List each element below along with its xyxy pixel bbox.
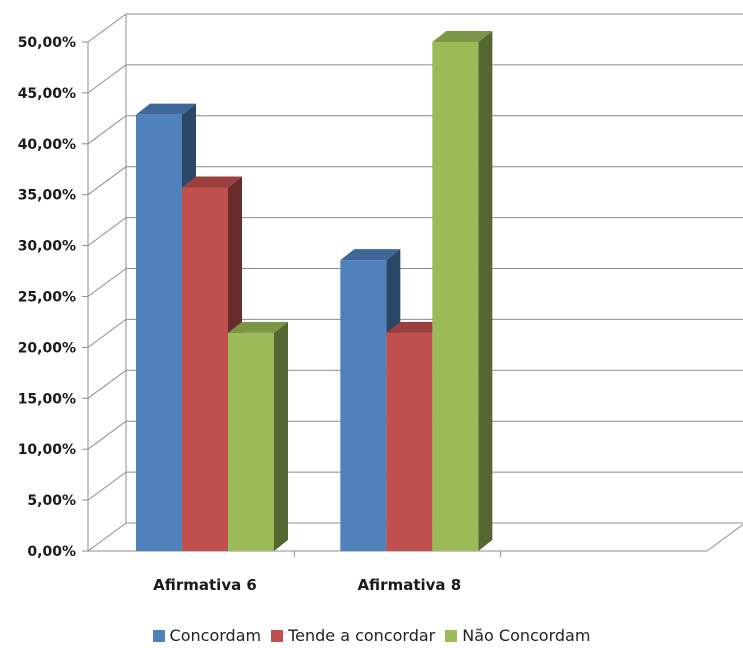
gridline-side xyxy=(87,13,127,43)
category-label: Afirmativa 6 xyxy=(153,576,257,594)
bar-front xyxy=(432,42,479,551)
gridline-side xyxy=(87,64,127,94)
bar-side xyxy=(274,321,288,551)
bar-top xyxy=(136,103,196,115)
bar xyxy=(432,31,493,551)
gridline-side xyxy=(87,217,127,247)
gridline-side xyxy=(87,268,127,297)
y-tick-label: 25,00% xyxy=(18,290,76,306)
legend-swatch xyxy=(152,630,165,642)
bar-front xyxy=(386,332,433,551)
gridline-side xyxy=(87,166,127,196)
gridline-side xyxy=(87,522,127,552)
bar-front xyxy=(136,114,182,551)
bar-side xyxy=(478,31,493,551)
legend-item: Tende a concordar xyxy=(271,626,435,645)
y-tick-label: 15,00% xyxy=(18,391,76,407)
y-tick-label: 40,00% xyxy=(18,137,76,153)
bar-front xyxy=(340,260,387,551)
gridline-side xyxy=(87,318,127,348)
y-tick-label: 20,00% xyxy=(18,340,76,356)
bar-top xyxy=(386,321,447,333)
bar-front xyxy=(228,332,274,551)
y-axis-tick-labels: 0,00% 5,00% 10,00% 15,00% 20,00% 25,00% 30,00%… xyxy=(18,35,76,560)
legend-item: Concordam xyxy=(152,626,262,645)
legend-label: Tende a concordar xyxy=(288,626,436,645)
legend-item: Não Concordam xyxy=(445,626,590,645)
legend-swatch xyxy=(271,630,284,642)
floor-right-edge xyxy=(706,523,743,552)
gridline-side xyxy=(87,115,127,145)
y-tick-label: 0,00% xyxy=(27,544,76,560)
y-tick-label: 35,00% xyxy=(18,188,76,204)
bar-top xyxy=(228,321,288,333)
bar xyxy=(228,321,288,551)
y-tick-label: 5,00% xyxy=(27,493,76,509)
gridline-side xyxy=(87,369,127,399)
legend-label: Concordam xyxy=(169,626,262,645)
y-tick-label: 10,00% xyxy=(18,442,76,458)
bar-top xyxy=(340,249,401,261)
y-tick-label: 30,00% xyxy=(18,239,76,255)
x-axis-category-labels: Afirmativa 6 Afirmativa 8 xyxy=(153,576,461,594)
category-label: Afirmativa 8 xyxy=(357,576,461,594)
legend-swatch xyxy=(445,630,458,642)
gridline-side xyxy=(87,420,127,450)
bars xyxy=(136,31,493,551)
bar-top xyxy=(182,176,242,188)
legend-label: Não Concordam xyxy=(462,626,591,645)
gridline-side xyxy=(87,471,127,501)
bar-front xyxy=(182,187,228,551)
bar-top xyxy=(432,31,493,42)
legend: Concordam Tende a concordar Não Concordam xyxy=(0,626,743,645)
y-tick-label: 45,00% xyxy=(18,86,76,102)
y-tick-label: 50,00% xyxy=(18,35,76,51)
